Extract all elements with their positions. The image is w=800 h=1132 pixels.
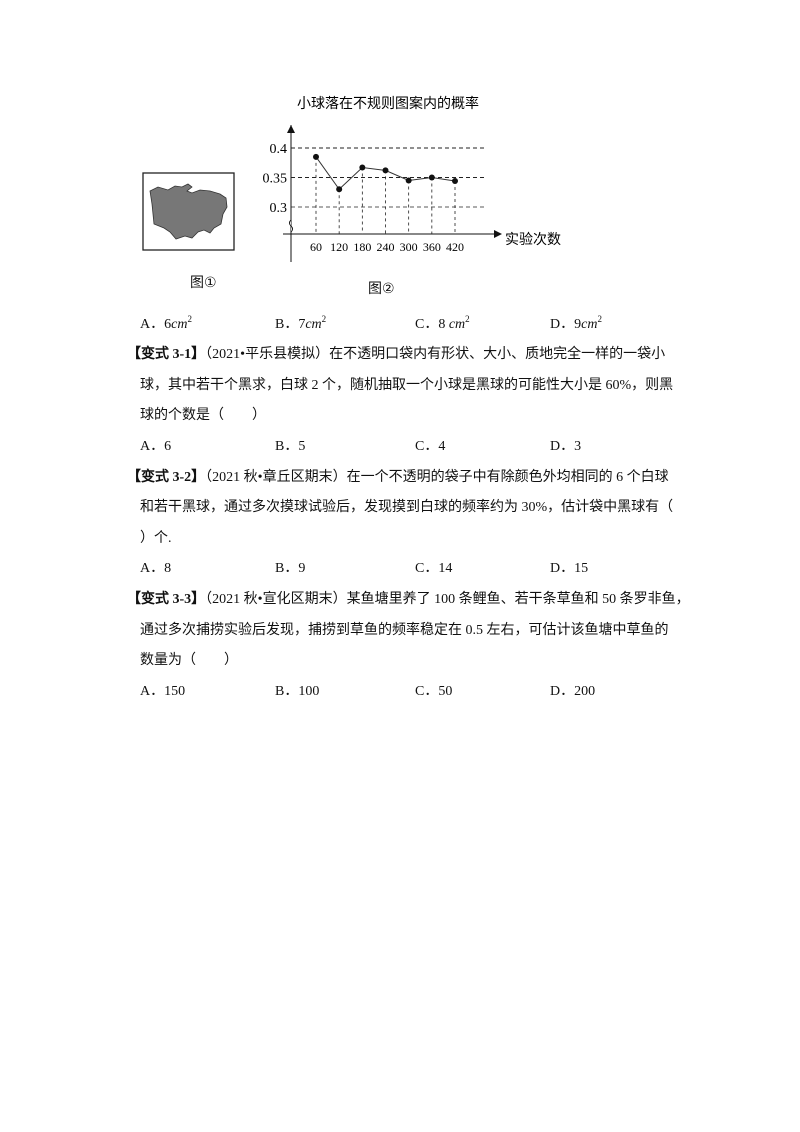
option-text: B． xyxy=(275,317,299,332)
option-text: cm xyxy=(305,317,322,332)
question-text: （2021 秋•章丘区期末）在一个不透明的袋子中有除颜色外均相同的 6 个白球 xyxy=(205,469,669,485)
y-axis-arrow xyxy=(287,125,295,133)
x-axis-arrow xyxy=(494,230,502,238)
question-line: 球，其中若干个黑求，白球 2 个，随机抽取一个小球是黑球的可能性大小是 60%，… xyxy=(140,377,673,395)
y-tick-label: 0.35 xyxy=(263,172,288,187)
option-a: A．150 xyxy=(140,683,186,699)
question-text: 和若干黑球，通过多次摸球试验后，发现摸到白球的频率约为 30%，估计袋中黑球有（ xyxy=(140,500,674,515)
y-tick-label: 0.4 xyxy=(270,142,288,157)
option-c: C．50 xyxy=(415,683,453,699)
question-line: 和若干黑球，通过多次摸球试验后，发现摸到白球的频率约为 30%，估计袋中黑球有（ xyxy=(140,499,673,517)
data-point xyxy=(405,177,412,184)
option-c: C．14 xyxy=(415,561,453,576)
option-b: B．9 xyxy=(275,561,306,576)
x-tick-label: 420 xyxy=(446,240,464,254)
chart-title: 小球落在不规则图案内的概率 xyxy=(297,95,479,112)
option-text: 2 xyxy=(321,314,327,324)
question-text: 数量为（ ） xyxy=(140,653,238,668)
data-point xyxy=(428,174,435,181)
option-b: B．7cm2 xyxy=(275,314,327,334)
option-b: B．100 xyxy=(275,683,320,699)
option-text: 2 xyxy=(187,314,192,324)
x-axis-label: 实验次数 xyxy=(505,232,561,248)
question-line: 【变式 3-1】（2021•平乐县模拟）在不透明口袋内有形状、大小、质地完全一样… xyxy=(127,346,665,364)
option-text: D． xyxy=(550,317,575,332)
option-d: D．15 xyxy=(550,561,589,576)
x-tick-label: 240 xyxy=(377,240,395,254)
option-text: cm xyxy=(581,317,598,332)
option-text: A． xyxy=(140,317,165,332)
figure2-caption: 图② xyxy=(368,281,395,297)
data-point xyxy=(359,164,366,171)
question-text: 通过多次捕捞实验后发现，捕捞到草鱼的频率稳定在 0.5 左右，可估计该鱼塘中草鱼… xyxy=(140,622,669,638)
option-d: D．200 xyxy=(550,683,596,699)
x-tick-label: 360 xyxy=(423,240,441,254)
question-text: ）个. xyxy=(140,530,172,546)
question-text: 球，其中若干个黑求，白球 2 个，随机抽取一个小球是黑球的可能性大小是 60%，… xyxy=(140,377,674,393)
option-d: D．9cm2 xyxy=(550,314,602,334)
question-line: 【变式 3-3】（2021 秋•宣化区期末）某鱼塘里养了 100 条鲤鱼、若干条… xyxy=(127,591,690,609)
axis-break xyxy=(289,219,293,233)
irregular-shape xyxy=(149,183,228,240)
option-text: 8 xyxy=(438,317,449,332)
option-text: 2 xyxy=(465,314,470,324)
question-text: 球的个数是（ ） xyxy=(140,408,266,423)
question-line: 球的个数是（ ） xyxy=(140,407,266,425)
data-point xyxy=(382,167,389,174)
question-line: ）个. xyxy=(140,530,172,548)
question-text: （2021 秋•宣化区期末）某鱼塘里养了 100 条鲤鱼、若干条草鱼和 50 条… xyxy=(205,592,690,607)
question-line: 【变式 3-2】（2021 秋•章丘区期末）在一个不透明的袋子中有除颜色外均相同… xyxy=(127,469,669,487)
x-tick-label: 120 xyxy=(330,240,348,254)
figure1-caption: 图① xyxy=(190,275,217,291)
option-text: cm xyxy=(171,317,188,332)
question-tag: 【变式 3-2】 xyxy=(127,469,206,485)
option-a: A．6 xyxy=(140,438,172,454)
option-a: A．6cm2 xyxy=(140,314,192,334)
option-text: C． xyxy=(415,317,439,332)
question-line: 数量为（ ） xyxy=(140,652,238,670)
option-c: C．8 cm2 xyxy=(415,314,470,334)
data-point xyxy=(452,178,458,185)
question-line: 通过多次捕捞实验后发现，捕捞到草鱼的频率稳定在 0.5 左右，可估计该鱼塘中草鱼… xyxy=(140,622,669,640)
x-tick-label: 300 xyxy=(400,240,418,254)
option-b: B．5 xyxy=(275,438,306,454)
option-text: 2 xyxy=(597,314,602,324)
data-point xyxy=(336,186,343,193)
option-text: 7 xyxy=(298,317,306,332)
option-text: 9 xyxy=(574,317,582,332)
option-d: D．3 xyxy=(550,438,582,454)
option-a: A．8 xyxy=(140,561,172,576)
x-tick-label: 180 xyxy=(353,240,371,254)
figure1-irregular-shape xyxy=(142,172,235,251)
y-tick-label: 0.3 xyxy=(270,201,288,216)
question-text: （2021•平乐县模拟）在不透明口袋内有形状、大小、质地完全一样的一袋小 xyxy=(205,347,666,362)
x-tick-label: 60 xyxy=(310,240,322,254)
option-text: cm xyxy=(448,317,466,332)
option-c: C．4 xyxy=(415,438,446,454)
question-tag: 【变式 3-1】 xyxy=(127,347,206,362)
question-tag: 【变式 3-3】 xyxy=(127,592,206,607)
data-point xyxy=(313,153,319,160)
option-text: 6 xyxy=(164,317,172,332)
